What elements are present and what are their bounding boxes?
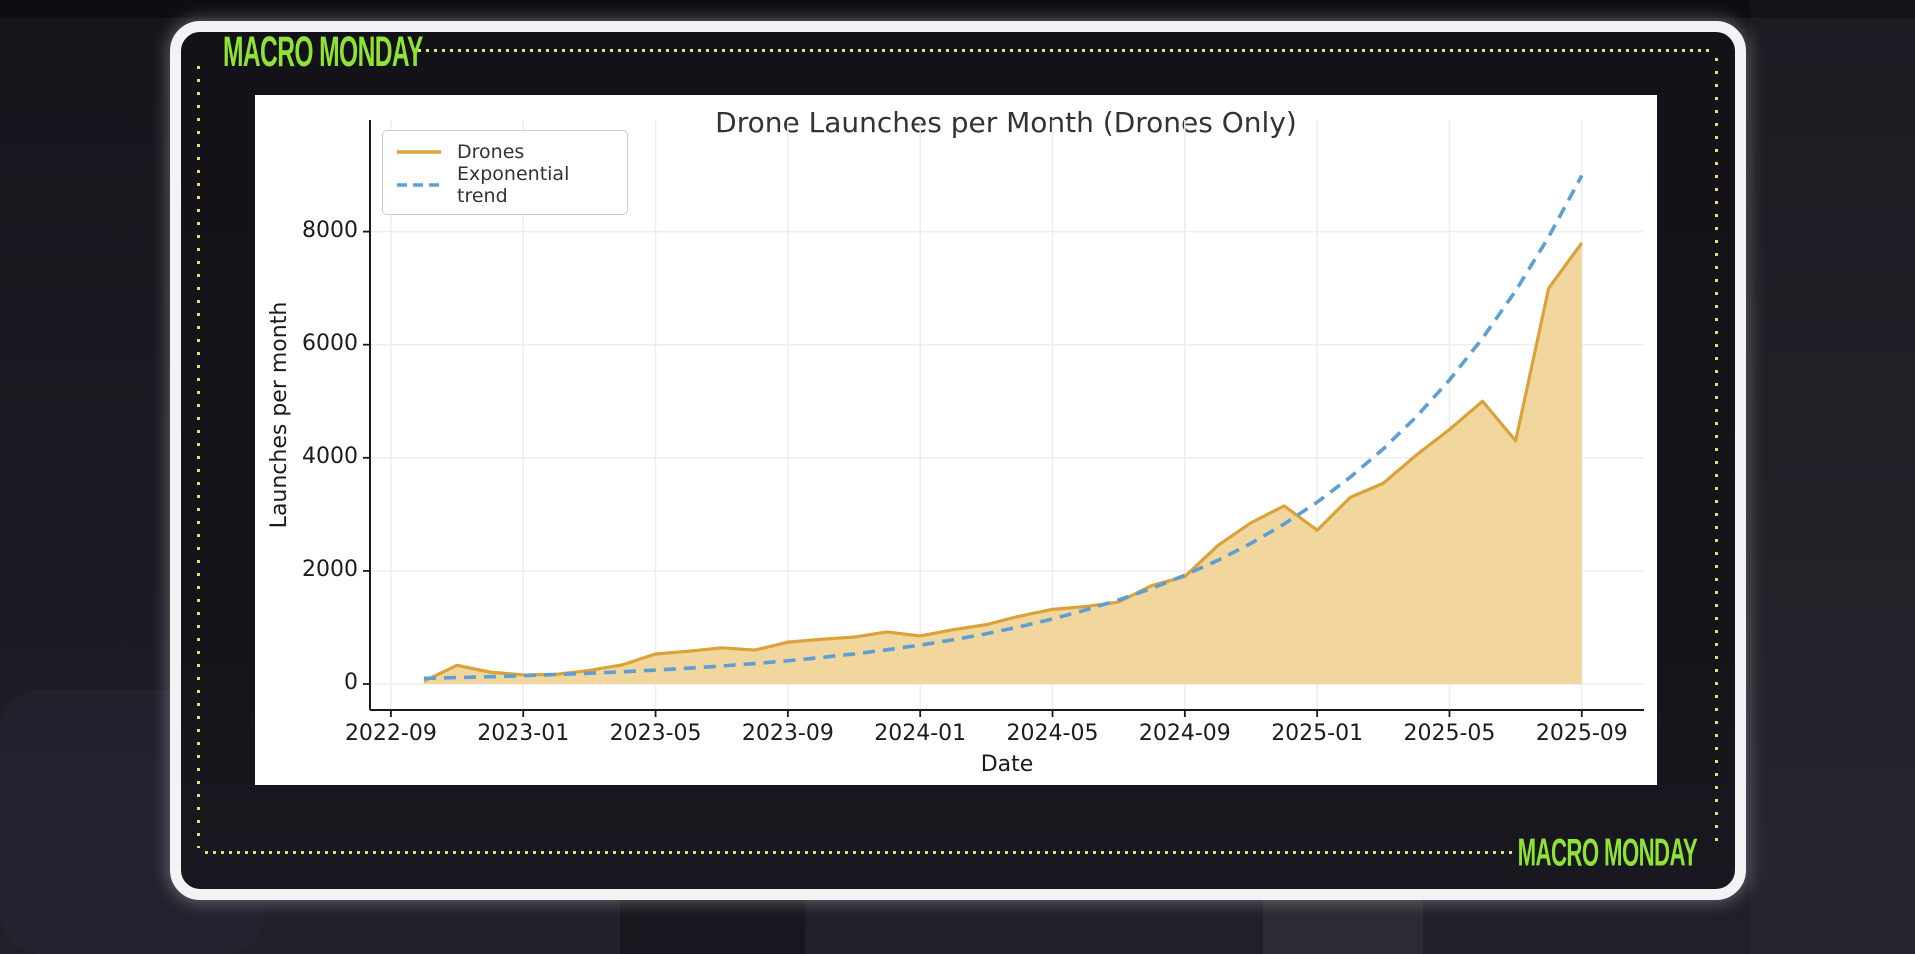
y-tick-label: 8000 <box>302 217 358 243</box>
dotted-border-top <box>418 49 1713 52</box>
y-tick-label: 0 <box>344 670 358 695</box>
legend-label-trend: Exponential trend <box>457 163 570 207</box>
legend: Drones Exponential trend <box>382 130 628 215</box>
dotted-border-left <box>197 66 200 848</box>
x-tick-label: 2023-01 <box>477 721 570 746</box>
trend-line <box>423 174 1584 681</box>
x-tick-label: 2022-09 <box>344 721 437 746</box>
legend-label-drones: Drones <box>457 141 525 163</box>
x-tick-label: 2023-09 <box>741 721 834 746</box>
drones-area-fill <box>424 242 1582 684</box>
x-tick-label: 2024-01 <box>874 721 967 746</box>
chart-title: Drone Launches per Month (Drones Only) <box>715 106 1297 139</box>
drones-line <box>423 241 1584 683</box>
legend-item-drones: Drones <box>395 141 615 163</box>
background-shape <box>1750 0 1915 954</box>
background-top-strip <box>0 0 1915 18</box>
y-tick-label: 6000 <box>302 330 358 356</box>
y-tick-label: 4000 <box>302 443 358 469</box>
x-tick-label: 2025-01 <box>1271 721 1364 746</box>
drones-line-swatch <box>397 150 441 154</box>
plot-area <box>363 120 1644 717</box>
x-axis-label: Date <box>980 752 1034 777</box>
dotted-border-bottom <box>205 851 1515 854</box>
y-axis-label: Launches per month <box>267 301 292 529</box>
legend-item-trend: Exponential trend <box>395 163 615 207</box>
y-tick-label: 2000 <box>302 556 358 582</box>
brand-bottom-right: MACRO MONDAY <box>1517 831 1698 875</box>
x-tick-label: 2023-05 <box>609 721 702 746</box>
macro-monday-frame: MACRO MONDAY MACRO MONDAY Drone Launches… <box>170 21 1746 900</box>
trend-line-swatch <box>397 183 441 187</box>
x-tick-label: 2024-05 <box>1006 721 1099 746</box>
x-tick-label: 2024-09 <box>1138 721 1231 746</box>
x-tick-label: 2025-09 <box>1535 721 1628 746</box>
chart-card: Drone Launches per Month (Drones Only) 2… <box>255 95 1657 785</box>
dotted-border-right <box>1715 58 1718 848</box>
brand-top-left: MACRO MONDAY <box>223 27 423 76</box>
x-tick-label: 2025-05 <box>1403 721 1496 746</box>
